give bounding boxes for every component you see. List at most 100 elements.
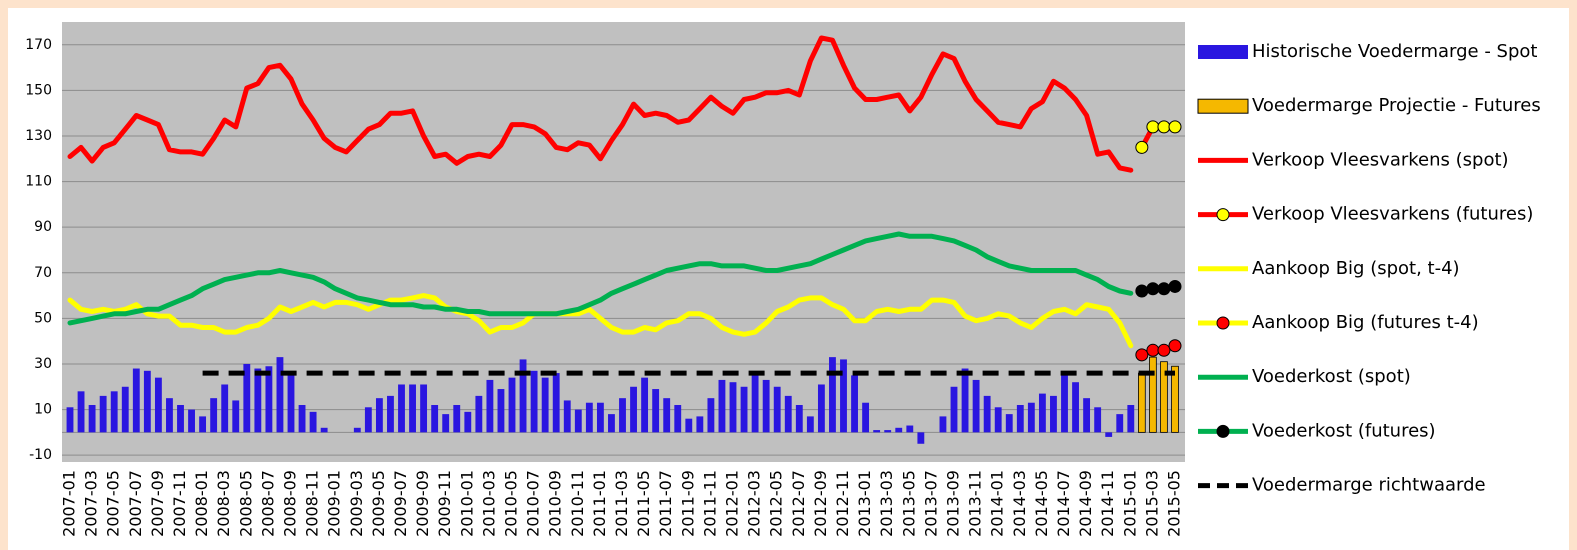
bar [762,379,770,433]
bar [840,359,847,433]
series-line [67,231,1134,326]
bar [177,405,184,433]
bar [66,407,74,433]
bar [309,411,317,433]
y-tick-label: 130 [25,128,52,144]
bar [707,398,715,433]
x-tick-label: 2012-07 [789,470,808,537]
x-tick-label: 2009-01 [325,470,344,537]
x-tick-label: 2010-03 [479,470,498,537]
bar [442,414,450,433]
bar [475,395,483,433]
bar [166,398,173,433]
x-tick-label: 2012-01 [723,470,742,537]
marker [1168,120,1182,134]
bar [530,370,538,433]
bar [630,386,637,433]
legend-marker [1216,316,1230,330]
bar [287,375,295,433]
bar [1149,356,1157,433]
y-tick-label: 110 [25,174,52,190]
x-tick-label: 2008-11 [303,470,322,537]
bar [619,398,626,433]
bar [608,414,615,433]
bar [795,405,803,433]
bar [829,357,836,433]
x-tick-label: 2011-03 [612,470,631,537]
bar [972,379,980,433]
bar [121,386,129,433]
x-tick-label: 2015-03 [1142,470,1161,537]
marker [1135,284,1149,298]
bar [265,366,273,433]
x-tick-label: 2014-05 [1032,470,1051,537]
y-tick-label: 10 [34,402,52,418]
bar [375,398,383,433]
marker [1135,348,1149,362]
bar [99,395,107,433]
bar [1038,393,1046,433]
x-tick-label: 2007-07 [126,470,145,537]
marker [1157,282,1171,296]
bar [1116,414,1124,433]
x-tick-label: 2014-07 [1054,470,1073,537]
bar [88,405,96,433]
bar [276,357,284,433]
bar [563,400,571,433]
x-tick-label: 2013-09 [944,470,963,537]
bar [729,382,737,433]
y-tick-label: -10 [29,447,52,463]
legend-swatch [1197,98,1249,114]
bar [188,409,195,433]
bar [210,398,218,433]
x-tick-label: 2011-05 [634,470,653,537]
bar [806,416,814,433]
marker [1146,343,1160,357]
bar [453,405,461,433]
x-tick-label: 2008-07 [258,470,277,537]
x-tick-label: 2011-09 [678,470,697,537]
marker [1135,140,1149,154]
bar [497,389,505,433]
legend-marker [1216,208,1230,222]
x-tick-label: 2007-03 [82,470,101,537]
marker [1146,282,1160,296]
x-tick-label: 2013-07 [921,470,940,537]
marker [1168,339,1182,353]
bar [574,409,582,433]
bar [696,416,704,433]
bar [221,384,229,433]
bar [873,430,881,433]
legend-label: Aankoop Big (futures t-4) [1252,312,1479,333]
x-tick-label: 2008-05 [236,470,255,537]
x-tick-label: 2008-01 [192,470,211,537]
x-tick-label: 2013-01 [855,470,874,537]
bar [398,384,405,433]
bar [1005,414,1013,433]
legend-label: Verkoop Vleesvarkens (futures) [1252,204,1533,225]
bar [895,427,903,433]
bar [486,379,494,433]
bar [1072,382,1079,433]
legend-label: Verkoop Vleesvarkens (spot) [1252,149,1509,170]
legend-label: Voedermarge richtwaarde [1252,475,1486,496]
bar [917,432,925,444]
legend-label: Voederkost (spot) [1252,366,1411,387]
legend-label: Aankoop Big (spot, t-4) [1252,258,1460,279]
x-tick-label: 2013-11 [966,470,985,537]
plot-area [62,22,1185,462]
bar [298,405,306,433]
x-tick-label: 2013-03 [877,470,896,537]
x-tick-label: 2009-09 [413,470,432,537]
x-tick-label: 2007-11 [170,470,189,537]
x-tick-label: 2012-03 [745,470,764,537]
bar [1083,398,1091,433]
bar [983,395,991,433]
bar [431,405,439,433]
y-tick-label: 70 [34,265,52,281]
bar [862,402,870,433]
legend: Historische Voedermarge - Spot Voedermarg… [1197,41,1541,496]
y-tick-label: 50 [34,310,52,326]
bar [884,430,892,433]
